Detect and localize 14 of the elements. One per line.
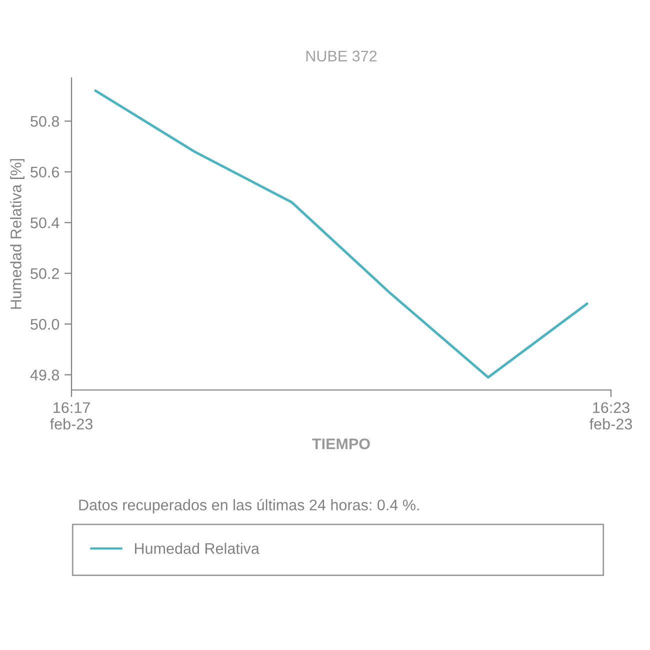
y-tick-label: 49.8 [30,370,60,380]
x-axis-title: TIEMPO [312,438,370,450]
y-axis-title: Humedad Relativa [%] [10,159,24,309]
legend-label: Humedad Relativa [135,542,260,554]
y-tick-label: 50.6 [30,166,60,178]
chart-title: NUBE 372 [306,50,377,62]
y-tick-label: 50.4 [30,217,60,228]
line-series [94,89,588,379]
x-tick-label: 16:17 feb-23 [50,402,92,430]
text: Datos recuperados en las últimas 24 horas: 0.4 %. [79,499,419,514]
y-tick-label: 50.2 [30,268,59,280]
x-tick-label: 16:23 feb-23 [590,402,632,430]
y-tick-label: 50.0 [30,318,60,330]
y-tick-label: 50.8 [30,116,60,127]
